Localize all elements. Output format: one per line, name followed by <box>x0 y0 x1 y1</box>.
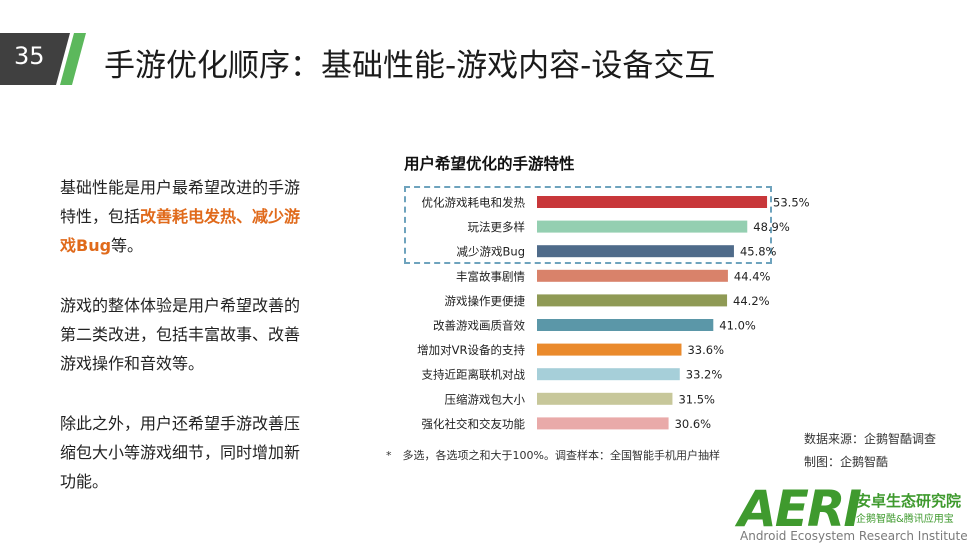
category-label: 支持近距离联机对战 <box>422 368 526 382</box>
category-label: 优化游戏耗电和发热 <box>422 196 526 210</box>
bar <box>537 368 680 381</box>
bar <box>537 245 734 258</box>
value-label: 41.0% <box>719 319 756 333</box>
category-label: 丰富故事剧情 <box>456 269 525 283</box>
slide-number-badge <box>0 33 86 85</box>
value-label: 33.2% <box>686 368 723 382</box>
category-label: 强化社交和交友功能 <box>422 417 526 431</box>
category-label: 改善游戏画质音效 <box>433 319 525 333</box>
bar <box>537 196 768 208</box>
category-label: 压缩游戏包大小 <box>445 392 526 406</box>
top3-highlight-box <box>404 186 772 264</box>
bar <box>537 220 748 233</box>
body-paragraph-1: 基础性能是用户最希望改进的手游特性，包括改善耗电发热、减少游戏Bug等。 <box>60 173 310 260</box>
chart-credit: 制图：企鹅智酷 <box>804 455 889 469</box>
category-label: 玩法更多样 <box>468 220 526 234</box>
value-label: 30.6% <box>675 417 712 431</box>
slide-number: 35 <box>14 42 45 70</box>
value-label: 44.2% <box>733 294 770 308</box>
logo-cn-name: 安卓生态研究院 <box>856 492 962 510</box>
p1-text: 基础性能是用户最希望改进的手游特性，包括 <box>60 178 301 226</box>
body-paragraph-2: 游戏的整体体验是用户希望改善的第二类改进，包括丰富故事、改善游戏操作和音效等。 <box>60 296 301 373</box>
p1-highlight: 改善耗电发热、减少游戏Bug <box>60 207 301 255</box>
chart-title: 用户希望优化的手游特性 <box>404 155 575 173</box>
value-label: 33.6% <box>687 343 724 357</box>
page-title: 手游优化顺序：基础性能-游戏内容-设备交互 <box>104 48 716 84</box>
logo-word: AERI <box>738 480 862 538</box>
bar <box>537 417 669 430</box>
value-label: 31.5% <box>678 392 715 406</box>
category-label: 减少游戏Bug <box>457 245 525 259</box>
value-label: 53.5% <box>773 196 810 210</box>
data-source: 数据来源：企鹅智酷调查 <box>804 432 937 446</box>
value-label: 48.9% <box>753 220 790 234</box>
aeri-logo: AERI 安卓生态研究院 企鹅智酷&腾讯应用宝 Android Ecosyste… <box>738 480 970 548</box>
footnote: * 多选，各选项之和大于100%。调查样本：全国智能手机用户抽样 <box>386 449 720 462</box>
value-label: 44.4% <box>734 269 771 283</box>
bar <box>537 343 682 356</box>
value-label: 45.8% <box>740 245 777 259</box>
category-label: 增加对VR设备的支持 <box>417 343 525 357</box>
logo-en-name: Android Ecosystem Research Institute <box>740 529 968 543</box>
bar <box>537 269 728 282</box>
bar <box>537 294 728 307</box>
logo-cn-sub: 企鹅智酷&腾讯应用宝 <box>856 514 954 525</box>
bar <box>537 319 714 331</box>
category-label: 游戏操作更便捷 <box>445 294 526 308</box>
body-paragraph-3: 除此之外，用户还希望手游改善压缩包大小等游戏细节，同时增加新功能。 <box>60 414 301 491</box>
p1-text-end: 等。 <box>111 236 144 255</box>
bar <box>537 392 673 405</box>
